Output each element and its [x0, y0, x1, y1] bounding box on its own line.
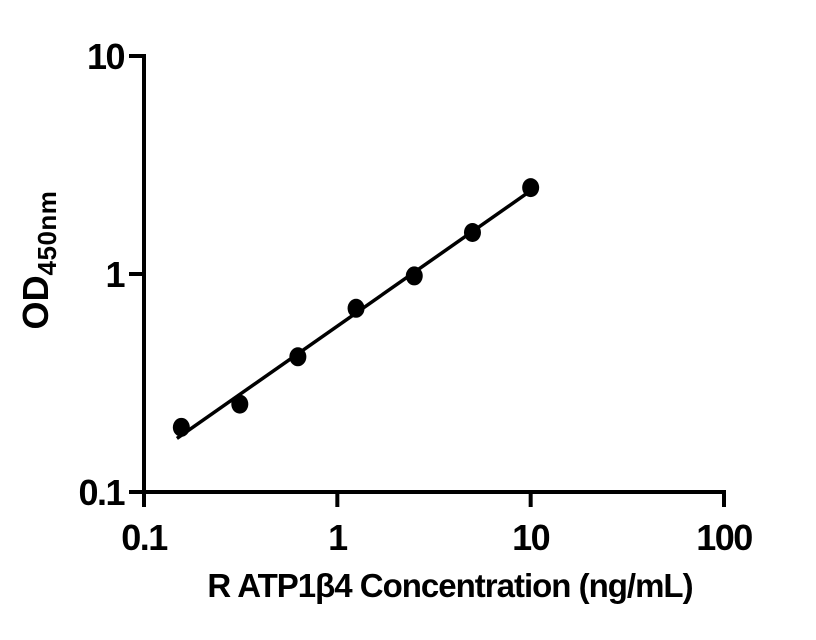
data-point: [231, 394, 249, 414]
y-axis-title: OD450nm: [15, 191, 62, 330]
x-tick-label: 1: [328, 517, 348, 558]
tick-labels: 0.1 1 10 100 0.1 1 10: [78, 36, 753, 558]
data-point: [172, 417, 190, 437]
data-point: [347, 298, 365, 318]
y-tick-label: 10: [87, 36, 125, 77]
x-axis-title: R ATP1β4 Concentration (ng/mL): [207, 567, 692, 604]
data-points-group: [172, 178, 540, 437]
data-point: [405, 266, 423, 286]
y-axis-title-main: OD: [15, 275, 56, 329]
y-axis-title-subscript: 450nm: [32, 191, 62, 276]
axes: [142, 54, 726, 494]
data-point: [289, 347, 307, 367]
y-tick-label: 0.1: [78, 472, 125, 513]
data-point: [522, 178, 540, 198]
x-tick-label: 10: [512, 517, 550, 558]
y-tick-label: 1: [105, 254, 125, 295]
x-tick-label: 0.1: [121, 517, 168, 558]
x-tick-label: 100: [696, 517, 752, 558]
data-point: [463, 223, 481, 243]
axis-ticks: [129, 54, 726, 507]
